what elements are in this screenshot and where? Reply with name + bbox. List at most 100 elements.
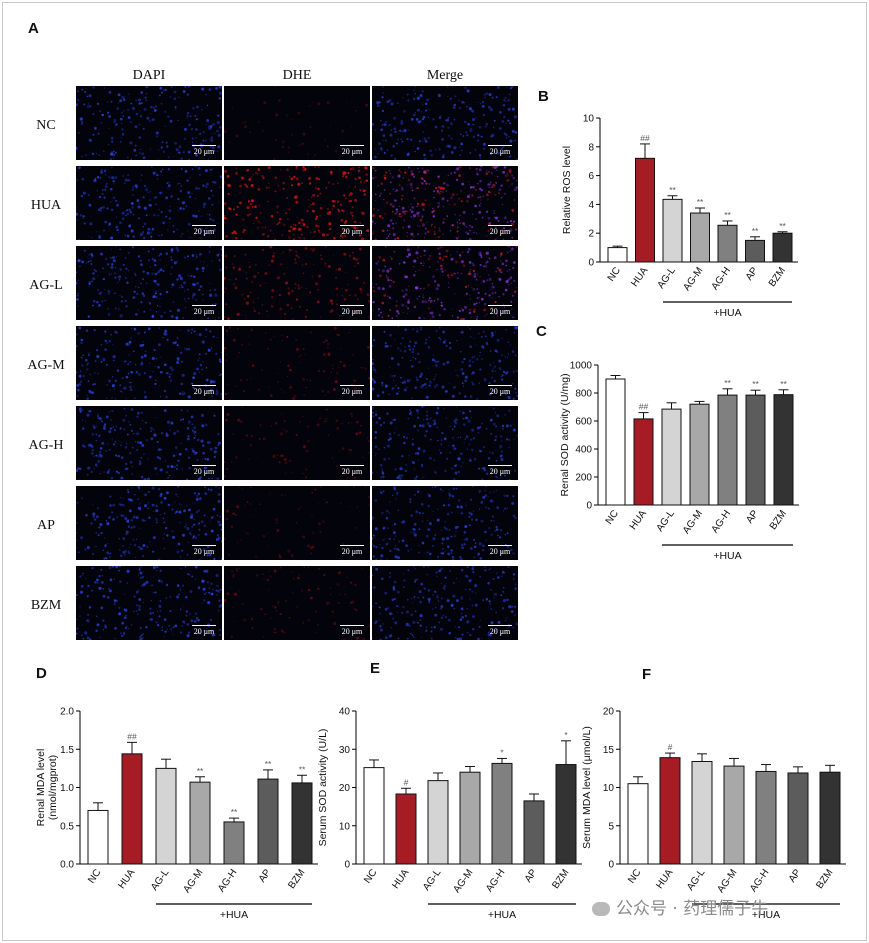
bar-nc (87, 809, 109, 865)
x-tick-label: BZM (550, 867, 571, 891)
micrograph-ag-m-dhe: 20 μm (224, 326, 370, 400)
micrograph-ag-m-dapi: 20 μm (76, 326, 222, 400)
significance-label: ** (265, 759, 272, 769)
micrograph-ag-h-merge: 20 μm (372, 406, 518, 480)
y-tick-label: 10 (583, 114, 595, 125)
scale-bar-label: 20 μm (341, 387, 363, 396)
y-tick-label: 0 (586, 501, 592, 512)
micrograph-hua-merge: 20 μm (372, 166, 518, 240)
fluorescence-speckle (372, 166, 518, 240)
scale-bar: 20 μm (340, 464, 364, 476)
bar-ap (745, 394, 766, 506)
scale-bar-label: 20 μm (489, 547, 511, 556)
x-tick-label: NC (604, 508, 621, 526)
significance-label: ** (779, 221, 786, 231)
group-label: +HUA (220, 909, 248, 921)
group-label: +HUA (752, 909, 780, 921)
significance-label: # (404, 777, 409, 787)
scale-bar-label: 20 μm (193, 147, 215, 156)
x-tick-label: NC (626, 867, 643, 885)
bar-ag-l (662, 198, 683, 263)
micrograph-hua-dhe: 20 μm (224, 166, 370, 240)
bar-ag-h (717, 394, 738, 506)
scale-bar-label: 20 μm (489, 227, 511, 236)
micrograph-ag-h-dhe: 20 μm (224, 406, 370, 480)
y-tick-label: 1000 (570, 361, 593, 372)
scale-bar-label: 20 μm (341, 227, 363, 236)
scale-bar-label: 20 μm (193, 307, 215, 316)
significance-label: ** (697, 197, 704, 207)
significance-label: * (500, 747, 504, 757)
scale-bar-label: 20 μm (193, 547, 215, 556)
panel-letter-a: A (28, 20, 39, 37)
bar-bzm (291, 782, 313, 865)
scale-bar: 20 μm (488, 304, 512, 316)
column-header-dhe: DHE (282, 68, 312, 83)
x-tick-label: AG-H (216, 867, 239, 894)
significance-label: ## (127, 731, 137, 741)
y-tick-label: 20 (603, 707, 615, 718)
scale-bar-label: 20 μm (341, 467, 363, 476)
x-tick-label: AG-H (748, 867, 771, 894)
y-tick-label: 0.5 (60, 821, 74, 832)
bar-bzm (773, 394, 794, 506)
x-tick-label: HUA (629, 265, 650, 289)
scale-bar-line (192, 464, 216, 466)
scale-bar: 20 μm (488, 224, 512, 236)
bar-ag-h (717, 224, 738, 263)
scale-bar-label: 20 μm (489, 147, 511, 156)
y-axis-label: Renal SOD activity (U/mg) (559, 373, 571, 496)
row-label-nc: NC (36, 118, 56, 133)
significance-label: ** (724, 378, 731, 388)
y-tick-label: 10 (339, 821, 351, 832)
scale-bar: 20 μm (340, 304, 364, 316)
fluorescence-speckle (372, 86, 518, 160)
significance-label: * (564, 730, 568, 740)
x-tick-label: AG-H (710, 508, 733, 535)
x-tick-label: NC (606, 265, 623, 283)
scale-bar-label: 20 μm (489, 387, 511, 396)
x-tick-label: AG-M (451, 867, 475, 895)
bar-hua (121, 753, 143, 865)
chart-e-serum-sod: 0 10 20 30 40 Serum SOD activity (U/L) NC # HUA A… (317, 707, 582, 921)
bar-ap (745, 239, 765, 263)
bar-ap (257, 778, 279, 865)
bar-bzm (772, 232, 793, 263)
significance-label: ** (752, 226, 759, 236)
scale-bar-line (488, 544, 512, 546)
x-tick-label: AG-M (715, 867, 739, 895)
y-tick-label: 20 (339, 783, 351, 794)
scale-bar: 20 μm (340, 384, 364, 396)
y-tick-label: 2.0 (60, 707, 74, 718)
micrograph-ag-m-merge: 20 μm (372, 326, 518, 400)
scale-bar: 20 μm (192, 544, 216, 556)
significance-label: ## (640, 133, 650, 143)
y-tick-label: 10 (603, 783, 615, 794)
bar-ag-h (223, 821, 245, 865)
y-tick-label: 1.0 (60, 783, 74, 794)
wechat-icon (592, 902, 610, 916)
scale-bar-line (340, 224, 364, 226)
y-tick-label: 30 (339, 745, 351, 756)
scale-bar: 20 μm (488, 544, 512, 556)
micrograph-ap-merge: 20 μm (372, 486, 518, 560)
bar-hua (659, 757, 681, 865)
scale-bar-line (340, 384, 364, 386)
fluorescence-speckle (76, 326, 222, 400)
scale-bar: 20 μm (488, 464, 512, 476)
scale-bar-line (488, 624, 512, 626)
column-header-dapi: DAPI (132, 68, 166, 83)
x-tick-label: BZM (814, 867, 835, 891)
bar-nc (607, 247, 628, 263)
fluorescence-speckle (224, 406, 370, 480)
row-label-ag-l: AG-L (29, 278, 63, 293)
y-tick-label: 0.0 (60, 860, 74, 871)
row-label-ag-m: AG-M (27, 358, 65, 373)
scale-bar-label: 20 μm (341, 547, 363, 556)
scale-bar-line (192, 224, 216, 226)
scale-bar: 20 μm (340, 544, 364, 556)
significance-label: ** (669, 185, 676, 195)
watermark-text: 公众号 · 药理儒子牛 (616, 899, 769, 919)
scale-bar-line (340, 144, 364, 146)
